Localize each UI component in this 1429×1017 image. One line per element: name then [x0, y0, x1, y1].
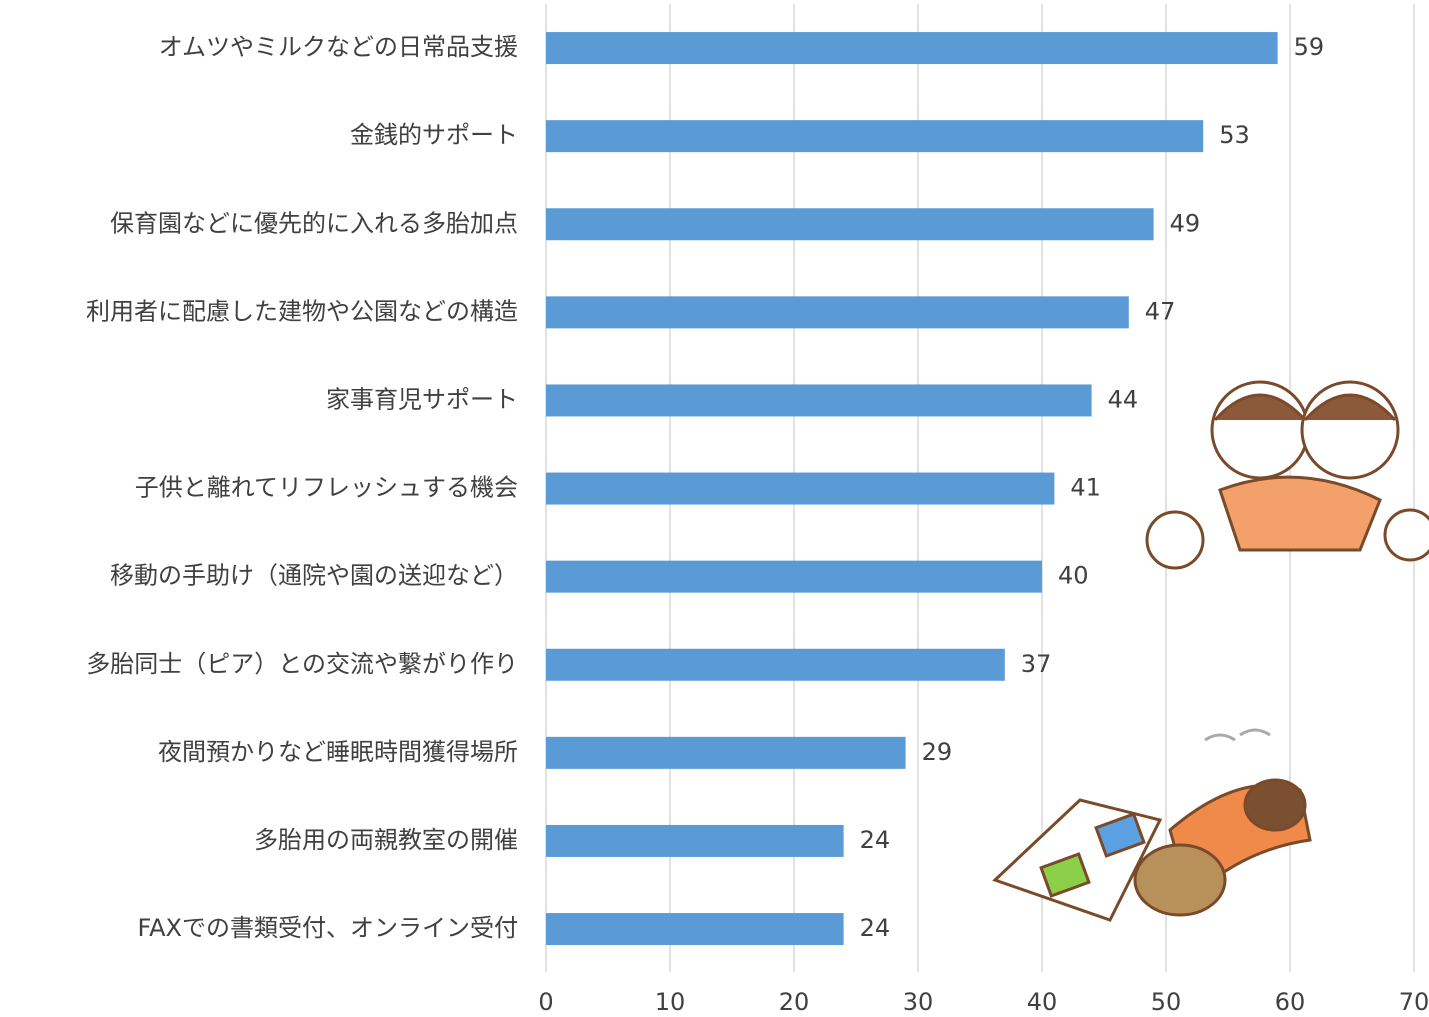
value-label: 40 [1058, 562, 1089, 590]
bar [546, 824, 844, 857]
bar [546, 208, 1154, 241]
value-label: 53 [1219, 121, 1250, 149]
y-tick-label: 家事育児サポート [326, 385, 518, 413]
y-tick-label: 多胎同士（ピア）との交流や繋がり作り [86, 650, 518, 678]
y-tick-label: 金銭的サポート [350, 121, 518, 149]
y-tick-label: 利用者に配慮した建物や公園などの構造 [86, 297, 518, 325]
y-tick-label: 子供と離れてリフレッシュする機会 [135, 474, 518, 502]
x-tick-label: 60 [1275, 988, 1306, 1016]
value-label: 24 [860, 914, 891, 942]
value-label: 24 [860, 826, 891, 854]
bar [546, 120, 1204, 153]
bar [546, 913, 844, 946]
bar [546, 296, 1129, 329]
bar [546, 560, 1042, 593]
y-tick-label: 移動の手助け（通院や園の送迎など） [110, 562, 518, 590]
x-tick-label: 0 [538, 988, 553, 1016]
bar [546, 472, 1055, 505]
x-tick-label: 50 [1151, 988, 1182, 1016]
y-tick-label: オムツやミルクなどの日常品支援 [159, 33, 518, 61]
value-label: 59 [1294, 33, 1325, 61]
value-label: 29 [922, 738, 953, 766]
value-label: 44 [1108, 385, 1139, 413]
x-tick-label: 30 [903, 988, 934, 1016]
x-tick-label: 10 [655, 988, 686, 1016]
x-tick-label: 70 [1399, 988, 1429, 1016]
x-tick-label: 40 [1027, 988, 1058, 1016]
y-tick-label: 多胎用の両親教室の開催 [254, 826, 518, 854]
value-label: 49 [1170, 209, 1201, 237]
value-label: 41 [1070, 474, 1101, 502]
value-label: 37 [1021, 650, 1052, 678]
bar [546, 32, 1278, 65]
bar [546, 384, 1092, 417]
y-tick-label: FAXでの書類受付、オンライン受付 [138, 914, 518, 942]
bar [546, 736, 906, 769]
value-label: 47 [1145, 297, 1176, 325]
y-tick-label: 夜間預かりなど睡眠時間獲得場所 [158, 738, 518, 766]
bar [546, 648, 1005, 681]
illustration-parents [1145, 380, 1429, 570]
y-tick-label: 保育園などに優先的に入れる多胎加点 [110, 209, 518, 237]
x-tick-label: 20 [779, 988, 810, 1016]
illustration-sleeping [992, 728, 1312, 922]
